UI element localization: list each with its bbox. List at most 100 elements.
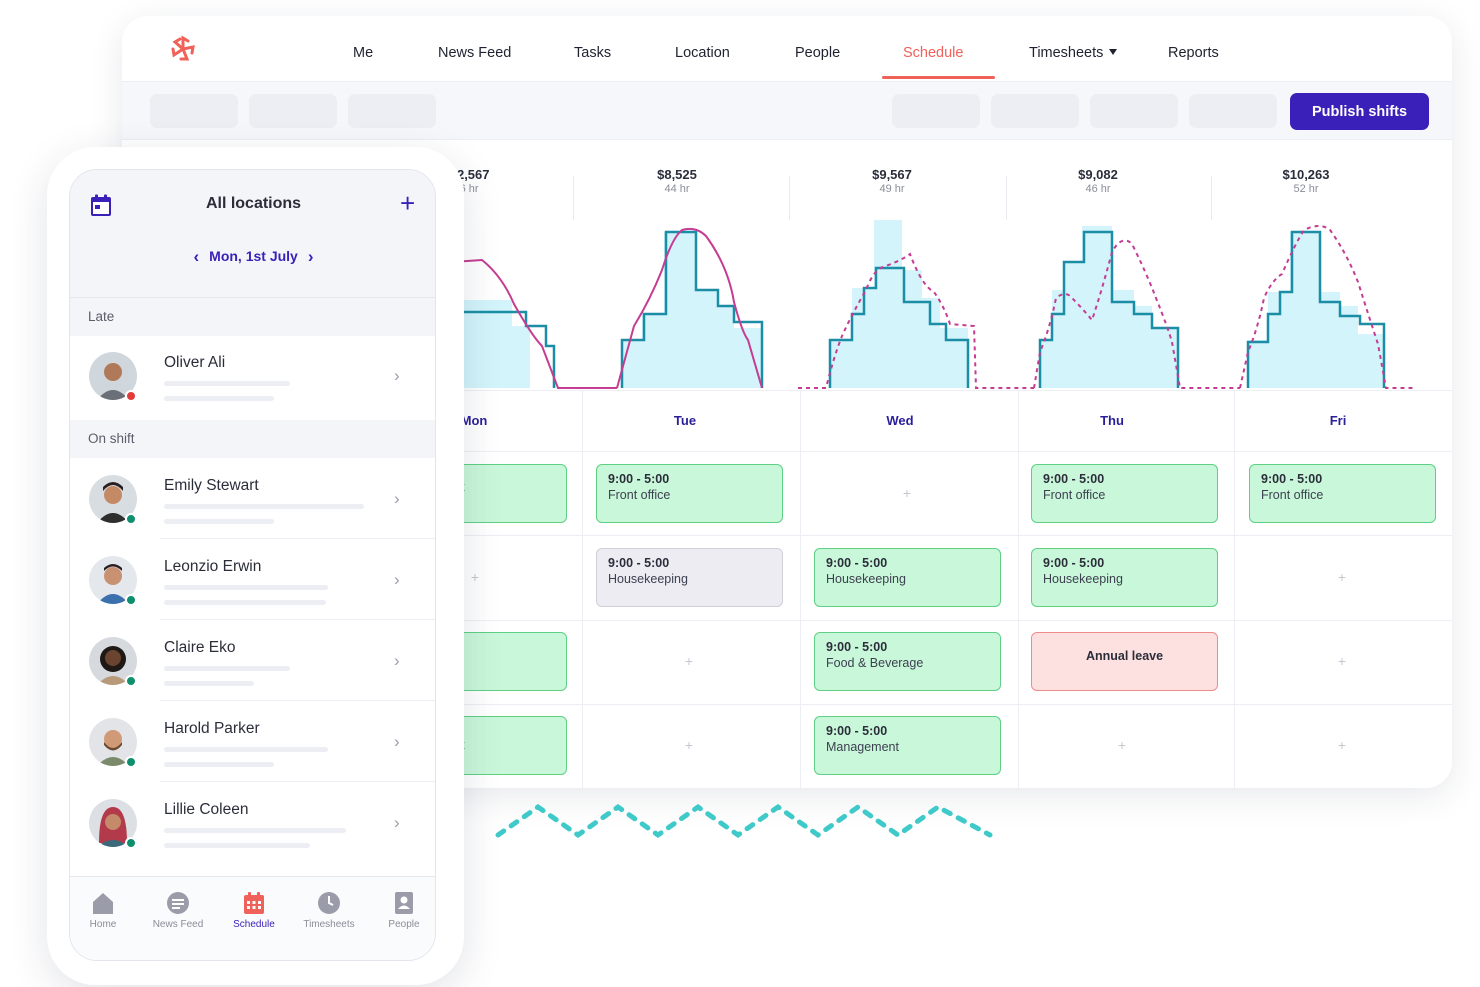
placeholder-button[interactable] [249, 94, 337, 128]
staff-row[interactable]: Claire Eko › [70, 621, 435, 701]
placeholder-line [164, 843, 310, 848]
staff-fill [830, 220, 968, 388]
day-cost-hours: 44 hr [664, 183, 690, 195]
staff-row[interactable]: Leonzio Erwin › [70, 540, 435, 620]
nav-tasks[interactable]: Tasks [574, 45, 612, 61]
placeholder-button[interactable] [991, 94, 1079, 128]
add-shift-icon[interactable]: + [1337, 737, 1347, 753]
placeholder-button[interactable] [1090, 94, 1178, 128]
shift-role: Management [826, 740, 899, 754]
date-selector: ‹ Mon, 1st July › [70, 247, 435, 267]
placeholder-line [164, 519, 274, 524]
chevron-left-icon[interactable]: ‹ [193, 247, 200, 266]
demand-line [1033, 239, 1240, 389]
divider [789, 176, 790, 220]
add-shift-icon[interactable]: + [684, 737, 694, 753]
placeholder-line [164, 600, 326, 605]
divider [160, 538, 435, 539]
nav-reports[interactable]: Reports [1168, 45, 1219, 61]
nav-me[interactable]: Me [353, 45, 374, 61]
grid-line [1234, 390, 1235, 788]
staff-line [1246, 230, 1386, 388]
shift-role: Front office [608, 488, 671, 502]
shift-role: Front office [1261, 488, 1324, 502]
chevron-right-icon[interactable]: › [307, 247, 314, 266]
nav-location[interactable]: Location [675, 45, 730, 61]
staff-row[interactable]: Emily Stewart › [70, 459, 435, 539]
add-shift-icon[interactable]: + [1337, 569, 1347, 585]
shift-card[interactable]: 9:00 - 5:00 Front office [1249, 464, 1436, 523]
tab-label: Home [89, 919, 117, 930]
shift-time: 9:00 - 5:00 [608, 472, 670, 486]
location-title[interactable]: All locations [205, 195, 302, 212]
avatar [89, 799, 137, 847]
nav-people[interactable]: People [795, 45, 841, 61]
tab-home[interactable]: Home [70, 891, 141, 930]
nav-schedule[interactable]: Schedule [903, 45, 964, 61]
chart-day-fri [1239, 225, 1416, 389]
add-shift-icon[interactable]: + [470, 569, 480, 585]
mobile-tab-bar: Home News Feed Schedule Timesheets Peopl… [70, 876, 435, 960]
staffing-demand-chart [440, 220, 1416, 389]
chart-day-mon [440, 240, 617, 389]
add-shift-icon[interactable]: + [902, 485, 912, 501]
add-shift-icon[interactable]: + [1337, 653, 1347, 669]
day-cost-fri: $10,263 52 hr [1246, 167, 1366, 195]
chart-day-wed [798, 220, 1034, 389]
day-cost-amount: $9,567 [872, 167, 912, 182]
shift-card[interactable]: 9:00 - 5:00 Front office [596, 464, 783, 523]
current-date[interactable]: Mon, 1st July [209, 248, 298, 264]
placeholder-line [164, 396, 274, 401]
shift-card[interactable]: 9:00 - 5:00 Food & Beverage [814, 632, 1001, 691]
day-cost-wed: $9,567 49 hr [832, 167, 952, 195]
shift-card[interactable]: 9:00 - 5:00 Housekeeping [596, 548, 783, 607]
nav-timesheets[interactable]: Timesheets [1029, 45, 1118, 61]
tab-schedule[interactable]: Schedule [216, 891, 292, 930]
add-shift-icon[interactable]: + [684, 653, 694, 669]
status-late-dot [125, 390, 137, 402]
staff-row[interactable]: Lillie Coleen › [70, 783, 435, 863]
staff-row[interactable]: Oliver Ali › [70, 336, 435, 416]
placeholder-button[interactable] [150, 94, 238, 128]
tab-news-feed[interactable]: News Feed [140, 891, 216, 930]
shift-time: 9:00 - 5:00 [1043, 472, 1105, 486]
placeholder-button[interactable] [1189, 94, 1277, 128]
brand-logo-icon[interactable] [168, 34, 198, 64]
chevron-right-icon: › [394, 813, 400, 832]
shift-card[interactable]: 9:00 - 5:00 Management [814, 716, 1001, 775]
section-header-on-shift: On shift [70, 420, 435, 458]
tab-timesheets[interactable]: Timesheets [291, 891, 367, 930]
status-on-shift-dot [125, 594, 137, 606]
add-icon[interactable]: + [400, 188, 416, 218]
placeholder-button[interactable] [348, 94, 436, 128]
annual-leave-card[interactable]: Annual leave [1031, 632, 1218, 691]
shift-time: 9:00 - 5:00 [826, 724, 888, 738]
placeholder-line [164, 681, 254, 686]
day-cost-hours: 52 hr [1293, 183, 1319, 195]
day-label-tue: Tue [673, 413, 697, 428]
section-header-late: Late [70, 298, 435, 336]
nav-news-feed[interactable]: News Feed [438, 45, 512, 61]
staff-row[interactable]: Harold Parker › [70, 702, 435, 782]
home-icon [93, 893, 113, 914]
shift-card[interactable]: 9:00 - 5:00 Front office [1031, 464, 1218, 523]
shift-card[interactable]: 9:00 - 5:00 Housekeeping [1031, 548, 1218, 607]
shift-card[interactable]: 9:00 - 5:00 Housekeeping [814, 548, 1001, 607]
calendar-icon[interactable] [90, 194, 112, 218]
day-label-fri: Fri [1329, 413, 1347, 428]
shift-role: Housekeeping [1043, 572, 1123, 586]
leave-label: Annual leave [1085, 649, 1164, 663]
staff-fill [1248, 232, 1384, 388]
divider [1211, 176, 1212, 220]
status-on-shift-dot [125, 675, 137, 687]
publish-shifts-button[interactable]: Publish shifts [1290, 93, 1429, 130]
schedule-toolbar: Publish shifts [122, 82, 1452, 140]
tab-label: Schedule [233, 919, 275, 930]
day-cost-amount: $8,525 [657, 167, 697, 182]
placeholder-button[interactable] [892, 94, 980, 128]
grid-line [1018, 390, 1019, 788]
tab-people[interactable]: People [366, 891, 435, 930]
add-shift-icon[interactable]: + [1117, 737, 1127, 753]
divider [160, 700, 435, 701]
